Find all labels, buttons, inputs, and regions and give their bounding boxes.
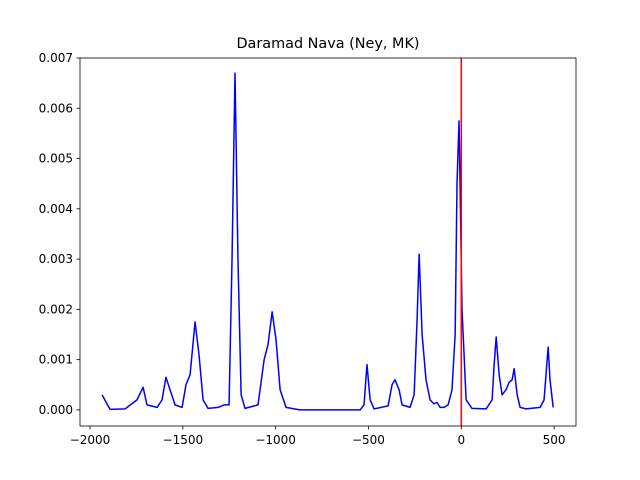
x-tick-label: 0 (457, 433, 465, 447)
x-tick-label: −1500 (163, 433, 204, 447)
y-tick-label: 0.001 (39, 353, 73, 367)
y-tick-label: 0.005 (39, 152, 73, 166)
chart-title: Daramad Nava (Ney, MK) (236, 36, 419, 52)
plot-frame (79, 57, 577, 427)
y-tick-label: 0.007 (39, 51, 73, 65)
y-tick-label: 0.006 (39, 101, 73, 115)
x-tick-label: −2000 (70, 433, 111, 447)
x-tick-label: −1000 (255, 433, 296, 447)
x-tick-label: 500 (543, 433, 566, 447)
x-tick-label: −500 (352, 433, 385, 447)
y-tick-label: 0.004 (39, 202, 73, 216)
y-tick-label: 0.003 (39, 252, 73, 266)
y-tick-label: 0.002 (39, 302, 73, 316)
y-tick-label: 0.000 (39, 403, 73, 417)
data-line (101, 72, 554, 411)
